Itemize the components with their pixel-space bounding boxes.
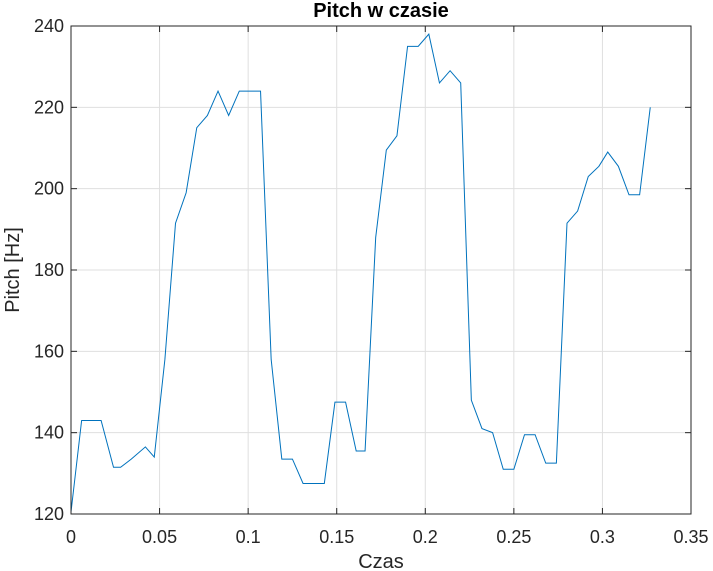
y-axis-title: Pitch [Hz] [2, 227, 24, 313]
x-tick-label: 0.05 [142, 527, 177, 547]
x-tick-label: 0.3 [590, 527, 615, 547]
y-tick-label: 120 [34, 504, 64, 524]
x-axis-title: Czas [358, 551, 404, 571]
series-line [70, 33, 651, 513]
y-tick-label: 180 [34, 260, 64, 280]
y-tick-label: 200 [34, 179, 64, 199]
x-tick-label: 0.1 [236, 527, 261, 547]
grid [71, 26, 691, 514]
x-tick-label: 0 [66, 527, 76, 547]
x-tick-label: 0.25 [496, 527, 531, 547]
chart-title: Pitch w czasie [313, 0, 449, 22]
y-tick-label: 160 [34, 341, 64, 361]
y-tick-label: 240 [34, 16, 64, 36]
axis-ticks [70, 25, 692, 515]
x-tick-label: 0.15 [319, 527, 354, 547]
y-tick-label: 140 [34, 423, 64, 443]
x-tick-label: 0.2 [413, 527, 438, 547]
y-tick-label: 220 [34, 97, 64, 117]
series-layer [70, 33, 651, 513]
x-tick-label: 0.35 [673, 527, 708, 547]
tick-labels: 0 0.05 0.1 0.15 0.2 0.25 0.3 0.35 120 140 160 180 20… [34, 16, 709, 547]
